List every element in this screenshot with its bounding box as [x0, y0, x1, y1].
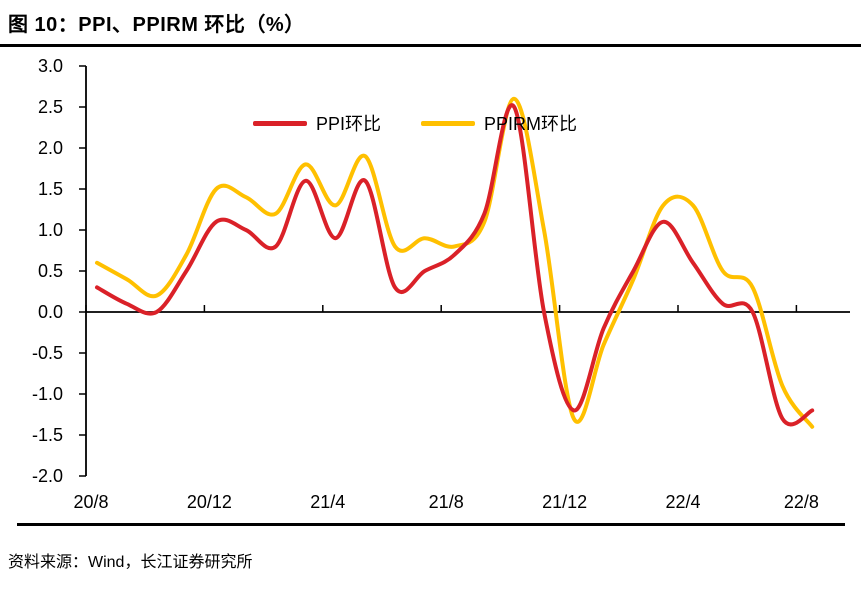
legend-label-ppirm: PPIRM环比 [484, 114, 578, 134]
y-tick-label: 2.0 [38, 138, 63, 158]
ppi-line-swatch [253, 120, 307, 126]
y-tick-label: -1.5 [32, 425, 63, 445]
y-tick-label: 0.5 [38, 261, 63, 281]
ppi-line [95, 103, 815, 427]
bottom-divider [17, 523, 845, 526]
x-tick-label: 21/8 [429, 492, 464, 512]
legend-item-ppi[interactable]: PPI环比 [253, 110, 381, 136]
title-divider [0, 44, 861, 47]
y-tick-label: -2.0 [32, 466, 63, 486]
ppi-ppirm-line-chart: 3.0 2.5 2.0 1.5 1.0 0.5 0.0 -0.5 -1.0 -1.5 -2.0 20/… [32, 56, 850, 512]
y-tick-label: 0.0 [38, 302, 63, 322]
chart-legend: PPI环比 PPIRM环比 [253, 110, 577, 136]
figure-title: 图 10：PPI、PPIRM 环比（%） [8, 14, 305, 36]
x-tick-label: 21/4 [310, 492, 345, 512]
y-tick-label: 2.5 [38, 97, 63, 117]
x-tick-label: 20/12 [187, 492, 232, 512]
ppirm-line [95, 96, 815, 429]
legend-label-ppi: PPI环比 [316, 114, 382, 134]
x-tick-label: 22/4 [665, 492, 700, 512]
y-tick-label: 1.0 [38, 220, 63, 240]
y-tick-label: 1.5 [38, 179, 63, 199]
legend-item-ppirm[interactable]: PPIRM环比 [421, 110, 577, 136]
x-tick-label: 20/8 [73, 492, 108, 512]
ppirm-line-swatch [421, 120, 476, 126]
y-tick-label: -0.5 [32, 343, 63, 363]
y-tick-label: 3.0 [38, 56, 63, 76]
source-text: 资料来源：Wind，长江证券研究所 [8, 554, 253, 571]
y-tick-label: -1.0 [32, 384, 63, 404]
x-tick-label: 22/8 [784, 492, 819, 512]
chart-area: 3.0 2.5 2.0 1.5 1.0 0.5 0.0 -0.5 -1.0 -1.5 -2.0 20/… [0, 48, 861, 520]
x-tick-label: 21/12 [542, 492, 587, 512]
